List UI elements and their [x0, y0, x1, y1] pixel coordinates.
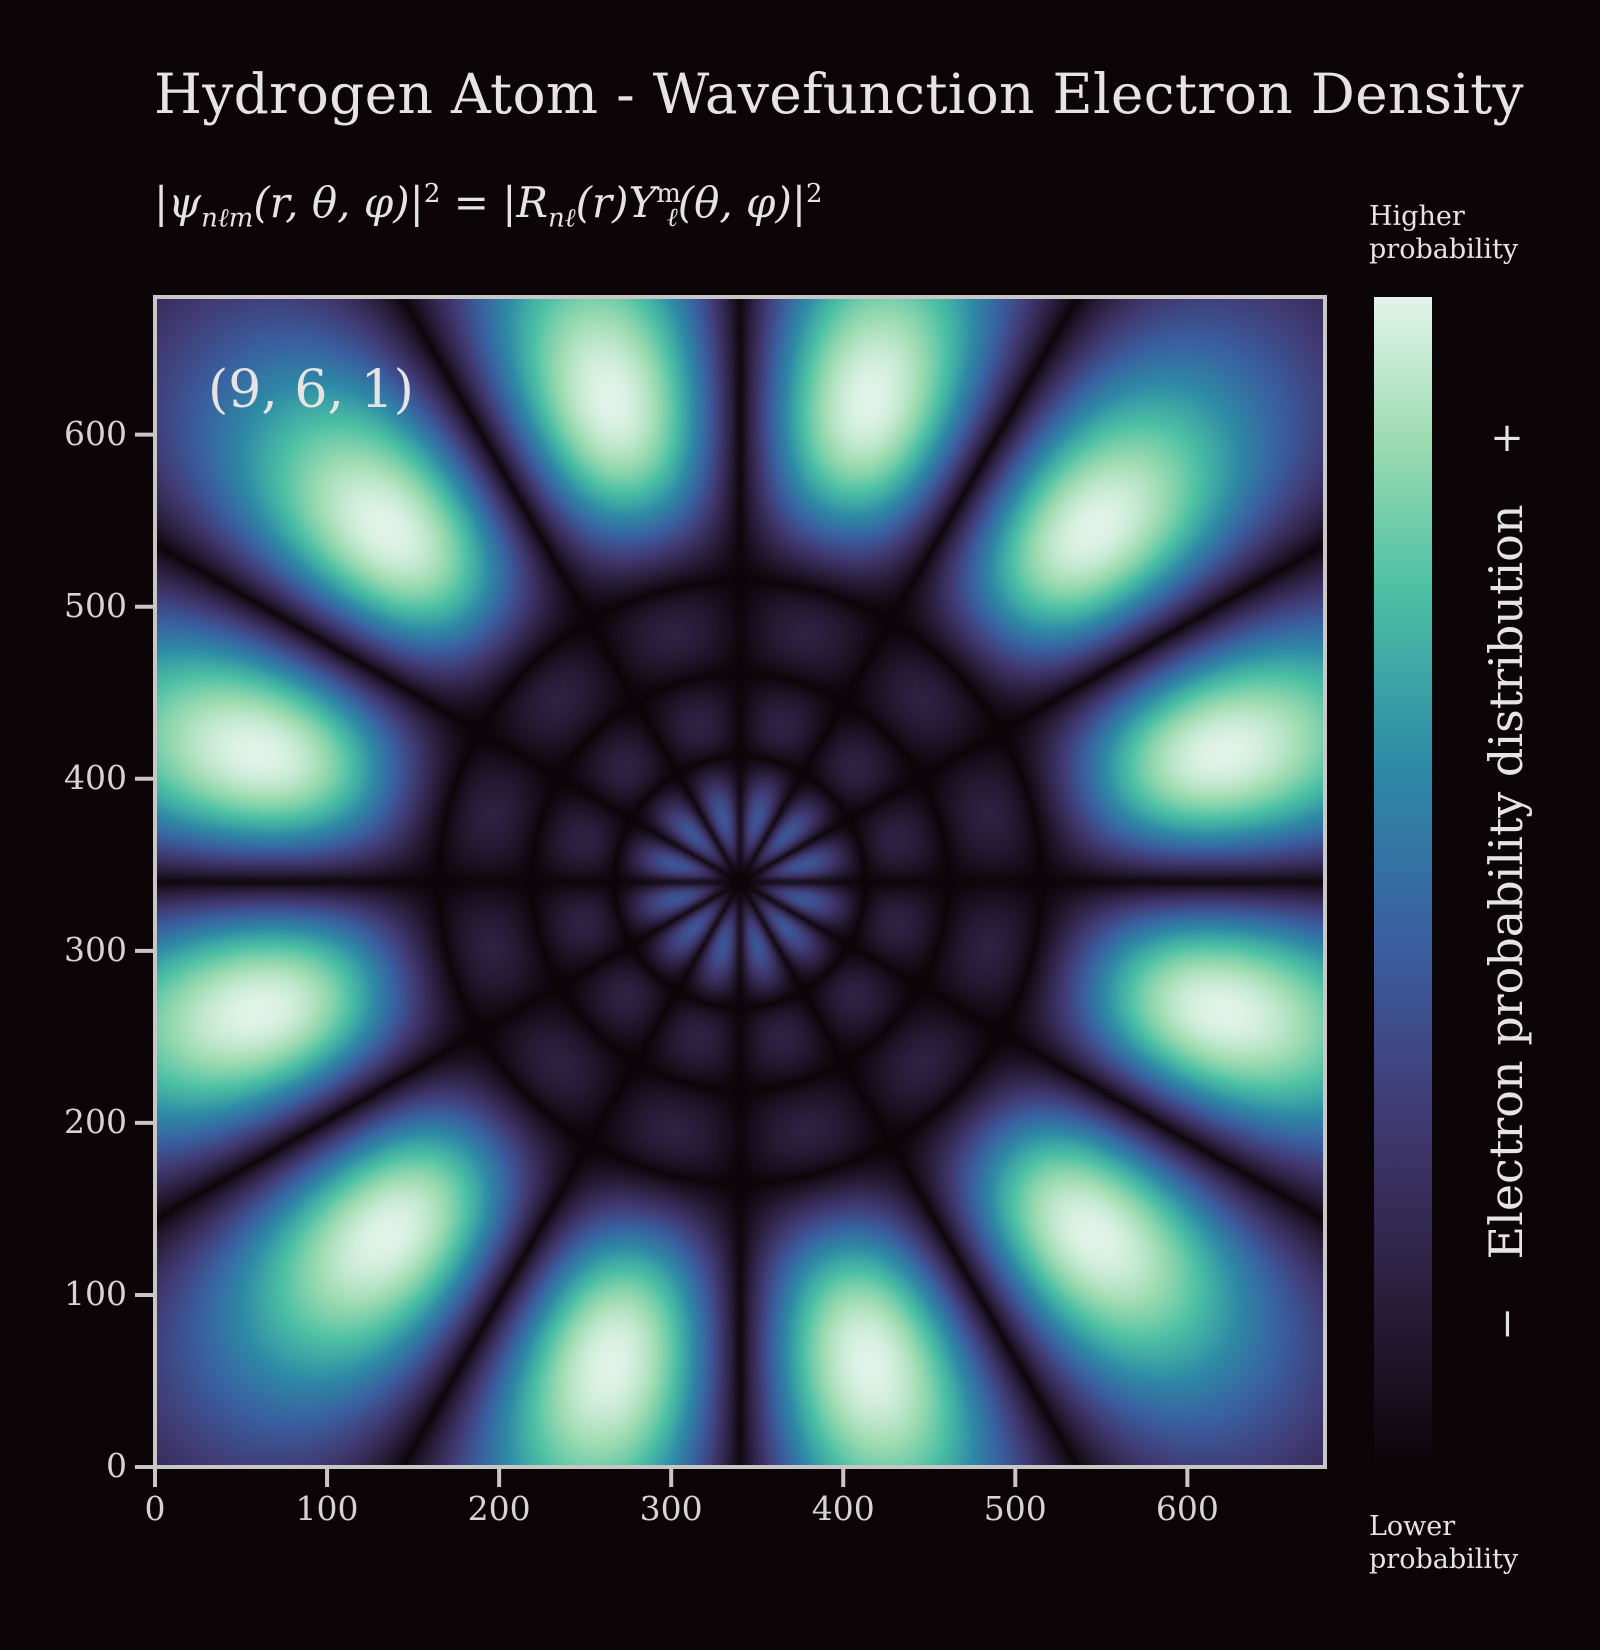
- colorbar-bottom-text: Lower probability: [1369, 1511, 1519, 1575]
- colorbar-plus-sign: +: [1490, 415, 1524, 461]
- y-tick-label: 600: [64, 413, 127, 453]
- y-tick-label: 200: [64, 1101, 127, 1141]
- x-tick-label: 600: [1155, 1489, 1219, 1528]
- x-tick-label: 300: [639, 1489, 703, 1528]
- x-tick-label: 200: [467, 1489, 531, 1528]
- wavefunction-formula: |ψnℓm(r, θ, φ)|2 = |Rnℓ(r)Ymℓ(θ, φ)|2: [154, 178, 823, 234]
- y-tick-label: 300: [64, 929, 127, 969]
- y-tick-label: 400: [64, 757, 127, 797]
- x-tick-label: 0: [144, 1489, 166, 1528]
- x-tick-label: 100: [295, 1489, 359, 1528]
- y-tick-label: 100: [64, 1273, 127, 1313]
- x-tick-label: 500: [983, 1489, 1047, 1528]
- colorbar-minus-sign: −: [1484, 1307, 1530, 1341]
- x-tick-label: 400: [811, 1489, 875, 1528]
- colorbar: [1374, 297, 1432, 1467]
- colorbar-bottom-label: Lower probability: [1369, 1510, 1518, 1576]
- chart-title: Hydrogen Atom - Wavefunction Electron De…: [154, 62, 1524, 126]
- colorbar-top-text: Higher probability: [1369, 201, 1519, 265]
- y-tick-label: 500: [64, 585, 127, 625]
- plot-frame: [153, 295, 1327, 1469]
- electron-density-heatmap: [155, 297, 1325, 1467]
- colorbar-top-label: Higher probability: [1369, 200, 1518, 266]
- quantum-numbers-annotation: (9, 6, 1): [208, 360, 414, 420]
- colorbar-title: Electron probability distribution: [1479, 504, 1533, 1260]
- axes: [135, 295, 1327, 1487]
- y-tick-label: 0: [106, 1446, 127, 1485]
